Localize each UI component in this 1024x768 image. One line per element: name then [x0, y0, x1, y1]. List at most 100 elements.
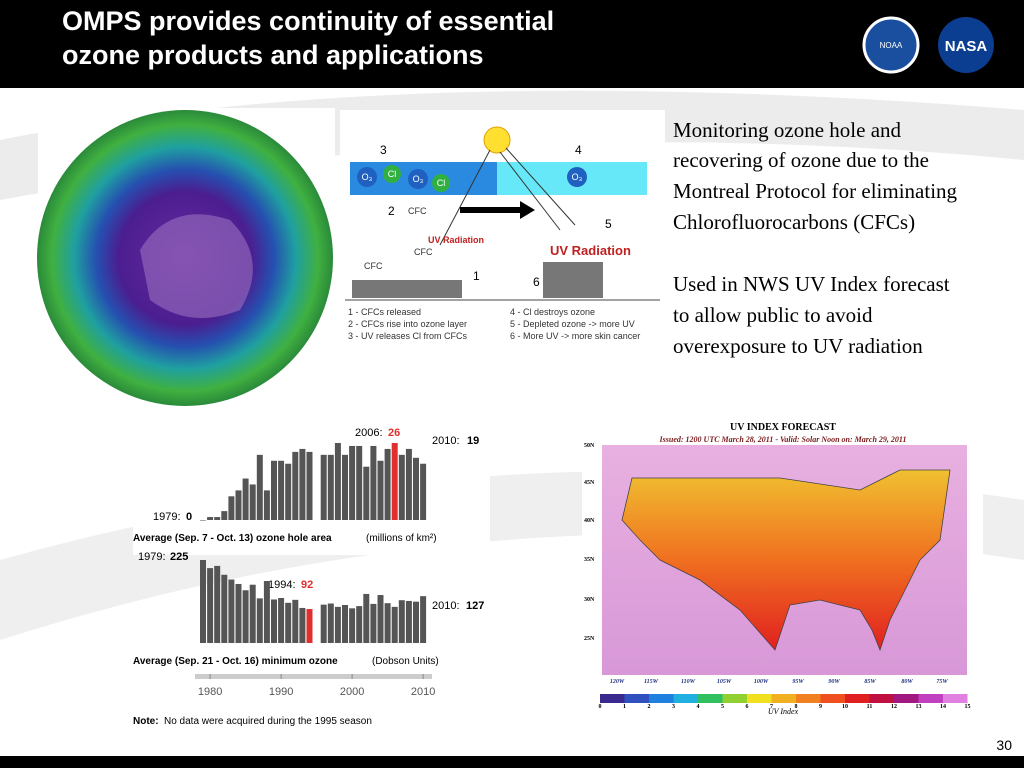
us-forecast	[621, 469, 951, 652]
molecule	[432, 174, 450, 192]
bar	[285, 463, 292, 520]
legend-item: 2 - CFCs rise into ozone layer	[348, 319, 467, 329]
legend-item: 1 - CFCs released	[348, 307, 421, 317]
step-number: 6	[533, 275, 540, 289]
x-tick-label: 2000	[340, 686, 364, 698]
slide-number: 30	[996, 737, 1012, 753]
bar	[370, 445, 377, 520]
ray	[499, 151, 561, 231]
bar	[384, 448, 391, 520]
colorbar-tick: 9	[819, 704, 822, 710]
colorbar-segment	[747, 694, 772, 703]
colorbar-segment	[918, 694, 943, 703]
bar	[235, 490, 242, 520]
molecule	[357, 167, 377, 187]
colorbar-tick: 5	[721, 704, 724, 710]
sun	[483, 126, 511, 154]
colorbar-tick: 14	[940, 704, 946, 710]
bar	[249, 484, 256, 520]
colorbar-segment	[722, 694, 747, 703]
colorbar-segment	[820, 694, 845, 703]
colorbar-label: UV Index	[768, 707, 799, 716]
ozone-diagram: O₃ Cl O₃ Cl O₃ 1 2 3 4 5 6 CFC CFC CFC U…	[340, 110, 665, 375]
bar	[363, 466, 370, 520]
bar	[214, 517, 221, 520]
lon-label: 105W	[717, 679, 732, 685]
bar	[221, 574, 228, 643]
title: ozone products and applications	[62, 40, 484, 70]
colorbar-tick: 11	[867, 704, 873, 710]
note: No data were acquired during the 1995 se…	[164, 716, 372, 727]
nasa-logo	[938, 17, 994, 73]
bar	[349, 608, 356, 643]
bar	[214, 565, 221, 643]
bar	[263, 490, 270, 520]
lon-label: 100W	[754, 679, 769, 685]
step-number: 4	[575, 143, 582, 157]
lon-label: 95W	[792, 679, 804, 685]
text-line: to allow public to avoid	[673, 303, 873, 327]
annotation: 1979:	[153, 511, 181, 523]
bar	[292, 451, 299, 520]
bar	[249, 584, 256, 643]
colorbar-segment	[771, 694, 796, 703]
note-label: Note:	[133, 716, 159, 727]
title: OMPS provides continuity of essential	[62, 6, 554, 36]
logo-text: NOAA	[880, 41, 903, 50]
lon-label: 120W	[610, 679, 625, 685]
bar	[327, 454, 334, 520]
bar	[278, 597, 285, 643]
legend-item: 4 - Cl destroys ozone	[510, 307, 595, 317]
bar	[299, 607, 306, 643]
molecule-label: Cl	[437, 178, 446, 188]
bar	[334, 606, 341, 643]
bar	[377, 595, 384, 643]
bar	[278, 460, 285, 520]
text-line: Used in NWS UV Index forecast	[673, 272, 950, 296]
bar	[228, 579, 235, 643]
molecule-label: O₃	[572, 172, 583, 182]
bar	[200, 560, 206, 643]
uv-map: UV INDEX FORECAST Issued: 1200 UTC March…	[582, 417, 983, 716]
bar	[235, 583, 242, 643]
bar	[356, 606, 363, 643]
lon-label: 85W	[864, 679, 876, 685]
x-tick-label: 1980	[198, 686, 222, 698]
bar	[420, 596, 427, 643]
lat-label: 35N	[584, 557, 595, 563]
molecule-label: Cl	[388, 169, 397, 179]
bar	[398, 454, 405, 520]
colorbar-segment	[624, 694, 649, 703]
colorbar-segment	[649, 694, 674, 703]
colorbar-tick: 0	[599, 704, 602, 710]
bar	[207, 517, 214, 520]
bar	[221, 511, 228, 520]
annotation: 1994:	[268, 579, 296, 591]
annotation: 1979:	[138, 551, 166, 563]
arrow	[460, 201, 535, 219]
bar	[334, 443, 341, 520]
bar	[263, 581, 270, 643]
step-number: 3	[380, 143, 387, 157]
text-line: overexposure to UV radiation	[673, 334, 923, 358]
bar	[200, 520, 206, 521]
lat-label: 40N	[584, 518, 595, 524]
bar	[320, 454, 327, 520]
annotation: 2010:	[432, 600, 460, 612]
lon-label: 115W	[644, 679, 659, 685]
logo-text: NASA	[945, 38, 988, 55]
lat-label: 30N	[584, 597, 595, 603]
uv-label: UV Radiation	[428, 235, 484, 245]
uv-label: UV Radiation	[550, 243, 631, 258]
buildings	[352, 280, 462, 298]
bar	[299, 448, 306, 520]
chart-title: Average (Sep. 7 - Oct. 13) ozone hole ar…	[133, 533, 332, 544]
molecule-label: O₃	[413, 174, 424, 184]
x-tick-label: 2010	[411, 686, 435, 698]
lat-label: 45N	[584, 480, 595, 486]
colorbar-tick: 8	[795, 704, 798, 710]
colorbar-segment	[845, 694, 870, 703]
bar	[207, 568, 214, 643]
bar	[306, 609, 313, 643]
